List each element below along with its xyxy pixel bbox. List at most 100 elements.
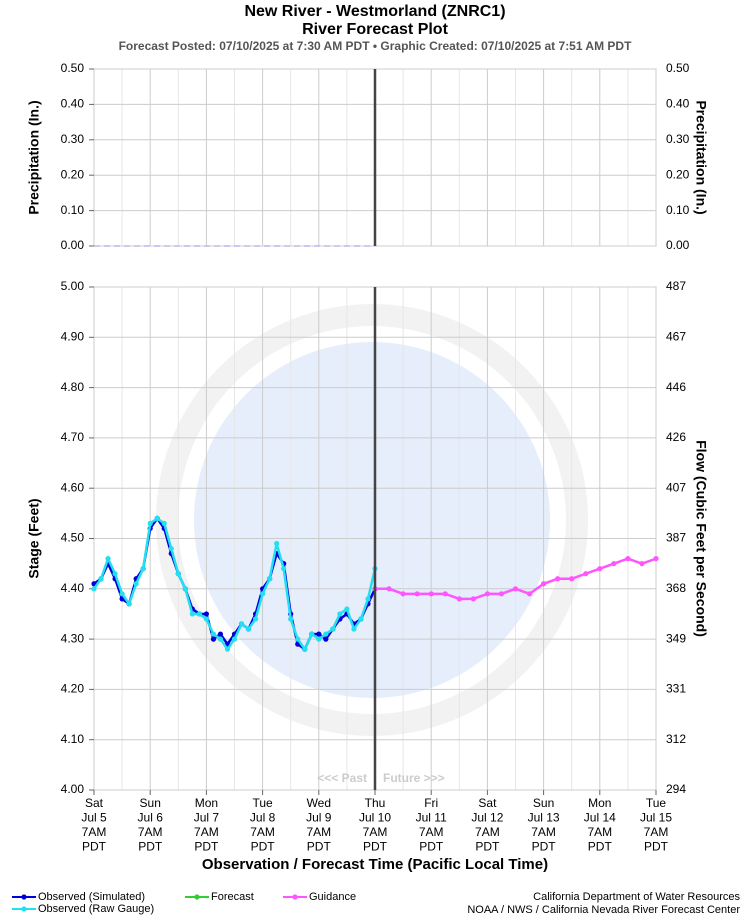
x-tick-label: PDT bbox=[588, 840, 613, 854]
y2-tick-label: 368 bbox=[666, 581, 686, 595]
series-point bbox=[428, 591, 434, 597]
y-tick-label: 0.50 bbox=[61, 61, 85, 75]
y2-tick-label: 446 bbox=[666, 380, 686, 394]
series-point bbox=[288, 616, 294, 622]
y-tick-label: 4.70 bbox=[61, 430, 85, 444]
series-point bbox=[203, 616, 209, 622]
x-tick-label: 7AM bbox=[475, 825, 500, 839]
series-point bbox=[456, 596, 462, 602]
series-point bbox=[351, 626, 357, 632]
y2-tick-label: 331 bbox=[666, 682, 686, 696]
y-tick-label: 4.50 bbox=[61, 531, 85, 545]
y-tick-label: 4.80 bbox=[61, 380, 85, 394]
x-tick-label: 7AM bbox=[644, 825, 669, 839]
y-tick-label: 0.40 bbox=[61, 97, 85, 111]
series-point bbox=[302, 646, 308, 652]
series-point bbox=[365, 596, 371, 602]
series-point bbox=[281, 566, 287, 572]
info: Forecast Posted: 07/10/2025 at 7:30 AM P… bbox=[119, 39, 633, 53]
x-tick-label: PDT bbox=[644, 840, 669, 854]
y2-tick-label: 387 bbox=[666, 531, 686, 545]
x-tick-label: Tue bbox=[646, 796, 667, 810]
y-tick-label: 4.90 bbox=[61, 329, 85, 343]
series-point bbox=[168, 545, 174, 552]
x-tick-label: Mon bbox=[195, 796, 218, 810]
y-axis-label: Precipitation (In.) bbox=[26, 100, 42, 214]
series-point bbox=[154, 515, 160, 521]
credit: NOAA / NWS / California Nevada River For… bbox=[467, 904, 740, 916]
x-axis-label: Observation / Forecast Time (Pacific Loc… bbox=[202, 856, 548, 873]
future-label: Future >>> bbox=[383, 771, 445, 785]
series-point bbox=[484, 591, 490, 597]
y2-tick-label: 0.00 bbox=[666, 238, 690, 252]
x-tick-label: 7AM bbox=[250, 825, 275, 839]
y-tick-label: 4.10 bbox=[61, 732, 85, 746]
x-tick-label: Wed bbox=[307, 796, 331, 810]
x-tick-label: PDT bbox=[138, 840, 163, 854]
series-point bbox=[267, 576, 273, 582]
x-tick-label: 7AM bbox=[587, 825, 612, 839]
legend-dot bbox=[194, 894, 200, 900]
x-tick-label: Jul 6 bbox=[138, 811, 164, 825]
x-tick-label: Jul 15 bbox=[640, 811, 672, 825]
y-tick-label: 5.00 bbox=[61, 279, 85, 293]
x-tick-label: Jul 7 bbox=[194, 811, 220, 825]
x-tick-label: PDT bbox=[475, 840, 500, 854]
y2-tick-label: 0.10 bbox=[666, 203, 690, 217]
y-tick-label: 0.20 bbox=[61, 167, 85, 181]
series-point bbox=[295, 636, 301, 642]
series-point bbox=[470, 596, 476, 602]
y-tick-label: 4.40 bbox=[61, 581, 85, 595]
y2-tick-label: 467 bbox=[666, 329, 686, 343]
series-point bbox=[653, 556, 659, 562]
y2-tick-label: 294 bbox=[666, 782, 686, 796]
y2-tick-label: 0.50 bbox=[666, 61, 690, 75]
series-point bbox=[400, 591, 406, 597]
x-tick-label: Jul 5 bbox=[81, 811, 107, 825]
x-tick-label: PDT bbox=[419, 840, 444, 854]
legend-label: Observed (Raw Gauge) bbox=[38, 903, 154, 915]
series-point bbox=[140, 566, 146, 572]
series-point bbox=[309, 631, 315, 637]
series-point bbox=[526, 591, 533, 597]
legend-label: Guidance bbox=[309, 891, 356, 903]
series-point bbox=[442, 591, 448, 597]
y-tick-label: 0.30 bbox=[61, 132, 85, 146]
series-point bbox=[358, 616, 364, 622]
series-point bbox=[569, 576, 575, 582]
series-point bbox=[337, 611, 343, 617]
x-tick-label: 7AM bbox=[531, 825, 556, 839]
series-point bbox=[316, 631, 322, 637]
y2-axis-label: Flow (Cubic Feet per Second) bbox=[693, 440, 709, 637]
x-tick-label: Jul 8 bbox=[250, 811, 276, 825]
series-point bbox=[245, 626, 252, 632]
series-point bbox=[182, 586, 188, 592]
series-point bbox=[196, 611, 202, 617]
legend-label: Observed (Simulated) bbox=[38, 891, 145, 903]
past-label: <<< Past bbox=[317, 771, 367, 785]
x-tick-label: PDT bbox=[251, 840, 276, 854]
series-point bbox=[105, 556, 111, 562]
series-point bbox=[210, 636, 217, 642]
series-point bbox=[541, 581, 547, 587]
x-tick-label: Mon bbox=[588, 796, 611, 810]
series-point bbox=[91, 586, 97, 592]
series-point bbox=[498, 591, 505, 597]
legend-label: Forecast bbox=[211, 891, 254, 903]
series-point bbox=[344, 606, 350, 612]
title: New River - Westmorland (ZNRC1) bbox=[244, 3, 505, 20]
series-point bbox=[625, 556, 631, 562]
x-tick-label: 7AM bbox=[82, 825, 107, 839]
x-tick-label: Sat bbox=[478, 796, 497, 810]
series-point bbox=[224, 646, 231, 652]
x-tick-label: Jul 14 bbox=[584, 811, 616, 825]
watermark bbox=[156, 304, 588, 736]
x-tick-label: 7AM bbox=[138, 825, 163, 839]
series-point bbox=[323, 636, 329, 642]
x-tick-label: Jul 12 bbox=[471, 811, 503, 825]
series-point bbox=[112, 571, 118, 577]
series-point bbox=[126, 601, 132, 607]
series-point bbox=[210, 631, 217, 637]
y2-tick-label: 487 bbox=[666, 279, 686, 293]
